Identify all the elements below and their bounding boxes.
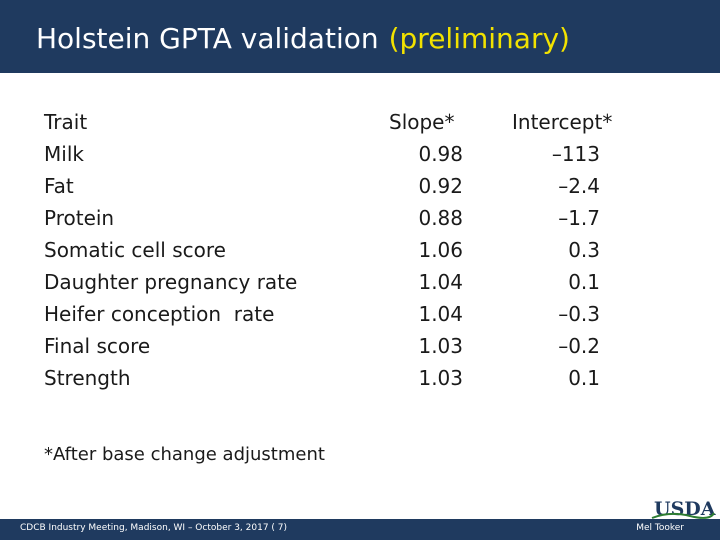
trait-cell: Strength bbox=[44, 366, 131, 390]
slope-cell: 1.06 bbox=[418, 238, 463, 262]
trait-cell: Protein bbox=[44, 206, 115, 230]
footnote: *After base change adjustment bbox=[44, 444, 325, 465]
intercept-cell: –113 bbox=[551, 142, 600, 166]
usda-logo-icon: USDA bbox=[651, 498, 716, 520]
table-row: Final score 1.03 –0.2 bbox=[0, 330, 720, 362]
intercept-cell: 0.3 bbox=[568, 238, 600, 262]
slope-cell: 1.04 bbox=[418, 302, 463, 326]
slope-cell: 1.03 bbox=[418, 366, 463, 390]
trait-cell: Daughter pregnancy rate bbox=[44, 270, 298, 294]
title-bar bbox=[0, 0, 720, 73]
intercept-cell: –1.7 bbox=[558, 206, 600, 230]
table-row: Strength 1.03 0.1 bbox=[0, 362, 720, 394]
table-row: Somatic cell score 1.06 0.3 bbox=[0, 234, 720, 266]
slide-title-text: Holstein GPTA validation bbox=[36, 22, 379, 55]
footer-author: Mel Tooker bbox=[636, 523, 684, 533]
trait-cell: Milk bbox=[44, 142, 84, 166]
intercept-cell: –2.4 bbox=[558, 174, 600, 198]
trait-cell: Heifer conception rate bbox=[44, 302, 275, 326]
table-row: Milk 0.98 –113 bbox=[0, 138, 720, 170]
table-row: Protein 0.88 –1.7 bbox=[0, 202, 720, 234]
trait-cell: Fat bbox=[44, 174, 74, 198]
trait-cell: Somatic cell score bbox=[44, 238, 226, 262]
footer-bar bbox=[0, 519, 720, 540]
trait-cell: Final score bbox=[44, 334, 151, 358]
intercept-cell: 0.1 bbox=[568, 270, 600, 294]
intercept-cell: 0.1 bbox=[568, 366, 600, 390]
header-trait: Trait bbox=[44, 110, 88, 134]
slide-title: Holstein GPTA validation (preliminary) bbox=[36, 22, 570, 55]
table-row: Fat 0.92 –2.4 bbox=[0, 170, 720, 202]
slope-cell: 1.03 bbox=[418, 334, 463, 358]
slope-cell: 1.04 bbox=[418, 270, 463, 294]
table-row: Heifer conception rate 1.04 –0.3 bbox=[0, 298, 720, 330]
intercept-cell: –0.2 bbox=[558, 334, 600, 358]
header-slope: Slope* bbox=[389, 110, 455, 134]
slope-cell: 0.92 bbox=[418, 174, 463, 198]
slide-title-accent: (preliminary) bbox=[388, 22, 570, 55]
footer-meeting-text: CDCB Industry Meeting, Madison, WI – Oct… bbox=[20, 523, 288, 533]
table-row: Daughter pregnancy rate 1.04 0.1 bbox=[0, 266, 720, 298]
table-header-row: Trait Slope* Intercept* bbox=[0, 106, 720, 138]
slope-cell: 0.88 bbox=[418, 206, 463, 230]
header-intercept: Intercept* bbox=[512, 110, 613, 134]
slope-cell: 0.98 bbox=[418, 142, 463, 166]
intercept-cell: –0.3 bbox=[558, 302, 600, 326]
